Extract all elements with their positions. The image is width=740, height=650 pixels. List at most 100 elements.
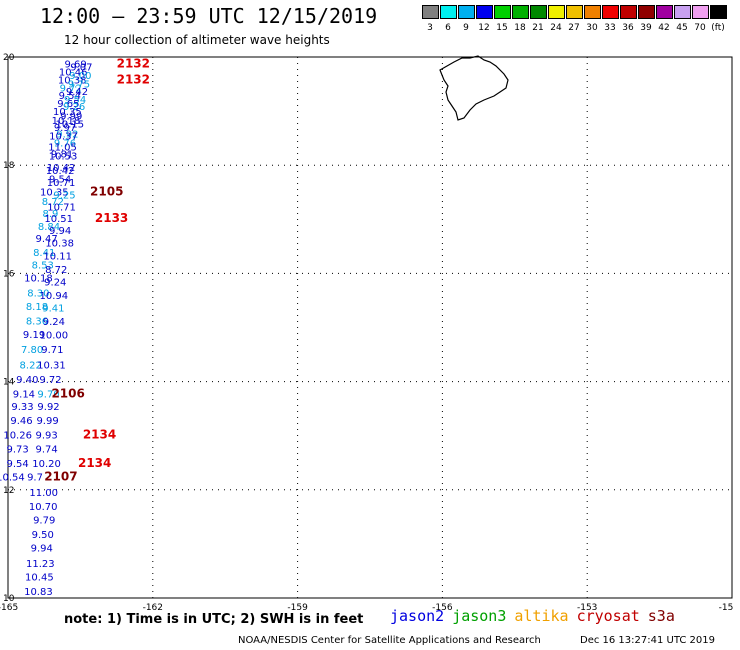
swh-label: 10.37 [49, 131, 78, 142]
colorbar-swatch [566, 5, 583, 19]
swh-labels: 9.699.0710.469.0010.389.759.729.429.549.… [0, 59, 92, 597]
cycle-label: 2132 [117, 73, 150, 87]
swh-label: 11.00 [29, 488, 58, 499]
swh-label: 8.84 [38, 222, 60, 233]
swh-label: 9.14 [13, 390, 35, 401]
legend-altika: altika [514, 607, 569, 625]
swh-label: 9.97 [54, 123, 76, 134]
cycle-label: 2133 [95, 211, 128, 225]
colorbar-swatch [548, 5, 565, 19]
swh-label: 10.18 [52, 116, 81, 127]
swh-label: 8.9 [43, 209, 59, 220]
swh-label: 9.50 [32, 530, 54, 541]
grid-lines [8, 57, 732, 598]
swh-label: 10.15 [55, 120, 84, 131]
swh-label: 7.80 [21, 345, 43, 356]
colorbar-label: 42 [658, 23, 670, 33]
swh-label: 9.79 [33, 516, 55, 527]
swh-label: 8.22 [20, 360, 42, 371]
lat-tick-label: 10 [3, 594, 15, 604]
cycle-label: 2134 [78, 456, 111, 470]
swh-label: 9.33 [11, 402, 33, 413]
lon-tick-label: -165 [0, 603, 18, 613]
swh-label: 8.41 [33, 248, 55, 259]
colorbar-label: 12 [478, 23, 490, 33]
swh-label: 9.41 [42, 303, 64, 314]
colorbar-swatch [602, 5, 619, 19]
swh-label: 10.11 [43, 252, 72, 263]
colorbar-label: 70 [694, 23, 706, 33]
swh-label: 9.46 [10, 416, 32, 427]
swh-label: 10.35 [53, 107, 82, 118]
colorbar-swatch [656, 5, 673, 19]
colorbar-label: 39 [640, 23, 652, 33]
axis-ticks: -165 -162 -159 -156 -153 -15 20 18 16 14 12 10 [0, 53, 733, 613]
colorbar-swatch [458, 5, 475, 19]
swh-label: 11.05 [48, 142, 77, 153]
colorbar-swatch [440, 5, 457, 19]
cycle-label: 2105 [90, 185, 123, 199]
cycle-label: 2134 [83, 428, 116, 442]
swh-label: 10.20 [32, 459, 61, 470]
lat-tick-label: 18 [3, 161, 15, 171]
swh-label: 9.76 [54, 138, 76, 149]
swh-label: 9.72 [39, 375, 61, 386]
swh-label: 8.72 [45, 265, 67, 276]
swh-label: 10.00 [40, 331, 69, 342]
swh-label: 9.92 [56, 129, 78, 140]
swh-label: 9.54 [64, 95, 86, 106]
swh-label: 9.19 [23, 330, 45, 341]
swh-label: 9.71 [41, 345, 63, 356]
swh-label: 9.69 [64, 59, 86, 70]
cycle-label: 2132 [117, 56, 150, 70]
colorbar-swatch [422, 5, 439, 19]
swh-label: 9.40 [16, 375, 38, 386]
map-frame [7, 56, 733, 599]
swh-label: 8.53 [32, 261, 54, 272]
swh-label: 8.72 [42, 197, 64, 208]
swh-label: 9.70 [37, 390, 59, 401]
swh-label: 10.51 [44, 214, 73, 225]
legend-jason3: jason3 [452, 607, 507, 625]
swh-label: 10.70 [29, 502, 58, 513]
colorbar-label: (ft) [711, 23, 725, 33]
lon-tick-label: -159 [287, 603, 308, 613]
legend-jason2: jason2 [390, 607, 445, 625]
colorbar-label: 6 [445, 23, 451, 33]
colorbar-swatch [620, 5, 637, 19]
colorbar-swatch [638, 5, 655, 19]
swh-label: 8.30 [27, 288, 49, 299]
swh-label: 9.75 [68, 80, 90, 91]
swh-label: 9.26 [63, 102, 85, 113]
swh-label: 10.26 [3, 431, 32, 442]
swh-label: 9.99 [36, 416, 58, 427]
colorbar-label: 18 [514, 23, 526, 33]
hawaii-island-outline [439, 55, 509, 121]
swh-label: 9.72 [60, 83, 82, 94]
swh-label: 9.54 [49, 175, 71, 186]
swh-label: 10.38 [58, 76, 87, 87]
swh-label: 10.46 [59, 68, 88, 79]
swh-label: 9.73 [7, 445, 29, 456]
colorbar-swatch [584, 5, 601, 19]
colorbar-label: 30 [586, 23, 598, 33]
legend-s3a: s3a [647, 607, 675, 625]
legend-cryosat: cryosat [576, 607, 640, 625]
colorbar-swatch [476, 5, 493, 19]
swh-label: 9.81 [51, 149, 73, 160]
swh-label: 9.42 [66, 87, 88, 98]
colorbar-label: 15 [496, 23, 508, 33]
note-text: note: 1) Time is in UTC; 2) SWH is in fe… [64, 612, 364, 627]
colorbar-swatch [674, 5, 691, 19]
satellite-legend: jason2 jason3 altika cryosat s3a [390, 607, 683, 625]
colorbar-label: 45 [676, 23, 688, 33]
cycle-label: 2107 [44, 469, 77, 483]
colorbar-label: 33 [604, 23, 616, 33]
colorbar-label: 36 [622, 23, 634, 33]
swh-label: 9.07 [70, 63, 92, 74]
colorbar-swatch [512, 5, 529, 19]
lon-tick-label: -15 [719, 603, 734, 613]
swh-label: 10.31 [37, 360, 66, 371]
swh-label: 9.65 [57, 99, 79, 110]
